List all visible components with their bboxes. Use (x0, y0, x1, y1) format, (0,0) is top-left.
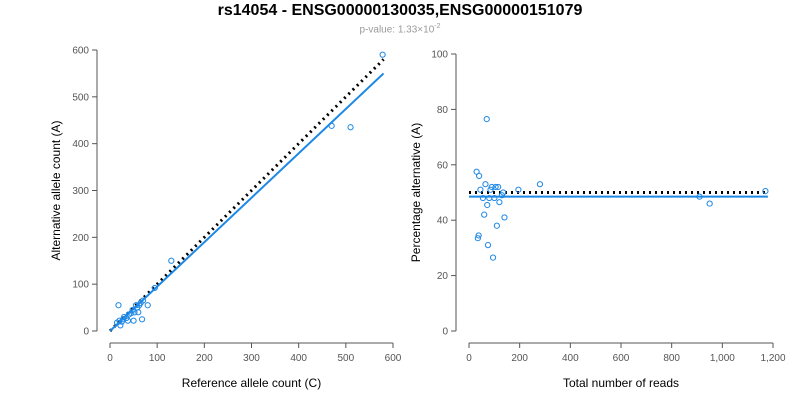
x-tick-label: 600 (613, 353, 630, 364)
x-axis-label: Total number of reads (563, 376, 679, 390)
data-point (515, 186, 522, 193)
data-point (168, 257, 175, 264)
y-tick-label: 80 (437, 105, 449, 116)
data-point (482, 181, 489, 188)
y-tick-label: 60 (437, 160, 449, 171)
data-point (117, 322, 124, 329)
data-point (144, 302, 151, 309)
data-point (484, 242, 492, 249)
data-point (115, 302, 122, 309)
data-point (328, 122, 335, 129)
data-point (484, 201, 491, 209)
data-point (130, 317, 137, 324)
x-tick-label: 800 (663, 353, 680, 364)
y-tick-label: 20 (437, 271, 449, 282)
data-point (483, 115, 490, 123)
data-point (488, 183, 495, 191)
y-tick-label: 200 (72, 233, 89, 244)
y-tick-label: 40 (437, 216, 449, 227)
data-point (131, 309, 138, 316)
y-tick-label: 0 (442, 327, 448, 338)
y-tick-label: 100 (72, 280, 89, 291)
data-point (481, 211, 488, 218)
x-tick-label: 0 (107, 353, 113, 364)
data-point (495, 183, 502, 191)
x-tick-label: 1,200 (760, 353, 785, 364)
data-point (491, 194, 498, 202)
data-point (128, 310, 135, 317)
y-tick-label: 600 (72, 46, 89, 57)
data-point (477, 186, 484, 193)
y-tick-label: 400 (72, 139, 89, 150)
data-point (536, 181, 544, 188)
data-point (151, 284, 158, 292)
chart-subtitle: p-value: 1.33×10-2 (0, 23, 800, 35)
chart-title: rs14054 - ENSG00000130035,ENSG0000015107… (217, 2, 583, 19)
fit-line (109, 72, 385, 332)
data-point (489, 254, 497, 261)
data-point (379, 51, 386, 58)
y-tick-label: 0 (83, 327, 89, 338)
x-tick-label: 0 (466, 353, 472, 364)
x-tick-label: 400 (562, 353, 579, 364)
y-tick-label: 500 (72, 92, 89, 103)
x-tick-label: 100 (149, 353, 166, 364)
data-point (138, 316, 146, 323)
data-point (762, 188, 769, 195)
data-point (476, 172, 483, 179)
reference-line (108, 58, 385, 333)
data-point (139, 297, 147, 304)
data-point (501, 214, 508, 221)
x-tick-label: 200 (511, 353, 528, 364)
data-point (500, 189, 507, 196)
data-point (475, 232, 482, 239)
data-point (496, 199, 503, 206)
y-tick-label: 300 (72, 186, 89, 197)
data-point (492, 183, 499, 191)
x-tick-label: 400 (290, 353, 307, 364)
subtitle-text: p-value: 1.33×10 (359, 24, 435, 36)
data-point (347, 124, 354, 131)
data-point (696, 193, 703, 200)
x-tick-label: 1,000 (710, 353, 735, 364)
x-tick-label: 500 (337, 353, 354, 364)
x-tick-label: 200 (196, 353, 213, 364)
y-axis-label: Alternative allele count (A) (49, 120, 63, 260)
data-point (493, 222, 500, 229)
subtitle-exponent: -2 (434, 23, 441, 30)
data-point (706, 200, 713, 207)
data-point (474, 235, 481, 242)
x-tick-label: 600 (385, 353, 402, 364)
data-point (135, 309, 142, 316)
x-tick-label: 300 (243, 353, 260, 364)
x-axis-label: Reference allele count (C) (182, 376, 321, 390)
y-tick-label: 100 (431, 50, 448, 61)
data-point (479, 194, 487, 202)
y-axis-label: Percentage alternative (A) (409, 123, 423, 262)
